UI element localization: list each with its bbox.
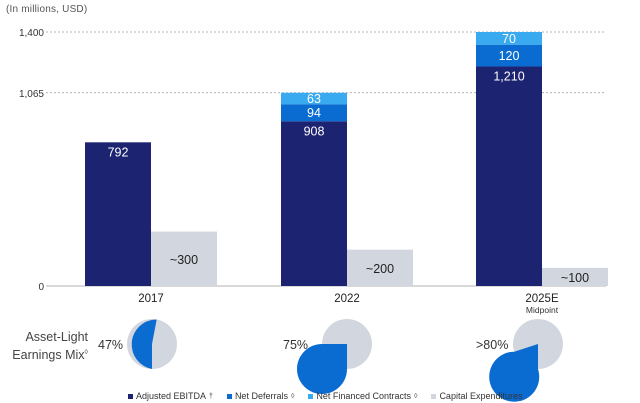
bar-value-label: 792 — [108, 145, 129, 159]
bar-adjusted-ebitda — [85, 142, 151, 286]
capex-value-label: ~100 — [561, 271, 589, 285]
bar-capital-expenditures — [347, 249, 413, 286]
bar-value-label: 120 — [499, 49, 520, 63]
x-category-label: 2017 — [138, 293, 164, 305]
pie-slice-asset-light — [131, 319, 157, 369]
legend-swatch — [308, 393, 314, 399]
legend-swatch — [226, 393, 232, 399]
earnings-mix-label-suffix: ◊ — [84, 349, 88, 356]
capex-value-label: ~300 — [170, 253, 198, 267]
pie-percent-label: 75% — [283, 338, 308, 352]
bar-capital-expenditures — [151, 231, 217, 286]
bar-adjusted-ebitda — [476, 66, 542, 286]
y-tick-label: 1,400 — [19, 28, 44, 39]
pie-slice-asset-light — [297, 344, 347, 394]
bar-net-financed-contracts — [281, 92, 347, 105]
pie-percent-label: >80% — [476, 338, 508, 352]
bar-value-label: 94 — [307, 106, 321, 120]
x-category-sublabel: Midpoint — [526, 305, 559, 315]
y-tick-label: 1,065 — [19, 89, 44, 100]
x-category-label: 2022 — [334, 293, 360, 305]
x-category-label: 2025E — [525, 293, 559, 305]
legend-label: Net Financed Contracts — [316, 391, 411, 401]
bar-value-label: 908 — [304, 124, 325, 138]
y-tick-label: 0 — [38, 282, 44, 293]
earnings-mix-label: Asset-Light Earnings Mix◊ — [8, 330, 88, 363]
legend-suffix: ◊ — [413, 392, 418, 400]
earnings-mix-label-line1: Asset-Light — [25, 330, 88, 344]
earnings-mix-label-line2: Earnings Mix — [12, 348, 85, 363]
pie-percent-label: 47% — [98, 338, 123, 352]
legend: Adjusted EBITDA † Net Deferrals ◊ Net Fina… — [128, 391, 523, 401]
capex-value-label: ~200 — [366, 262, 394, 276]
legend-suffix: ◊ — [290, 392, 295, 400]
pie-slice-asset-light — [489, 344, 540, 402]
bar-capital-expenditures — [542, 267, 608, 286]
bar-value-label: 63 — [307, 92, 321, 106]
bar-net-financed-contracts — [476, 32, 542, 45]
legend-item-net-financed-contracts: Net Financed Contracts ◊ — [308, 391, 417, 401]
legend-item-net-deferrals: Net Deferrals ◊ — [226, 391, 295, 401]
unit-label: (In millions, USD) — [6, 4, 88, 15]
legend-swatch — [431, 393, 437, 399]
legend-item-adjusted-ebitda: Adjusted EBITDA † — [128, 391, 213, 401]
legend-label: Capital Expenditures — [439, 391, 523, 401]
bar-net-deferrals — [281, 104, 347, 122]
bar-value-label: 70 — [502, 32, 516, 46]
legend-suffix: † — [209, 392, 213, 400]
bar-adjusted-ebitda — [281, 121, 347, 287]
legend-item-capital-expenditures: Capital Expenditures — [431, 391, 523, 401]
legend-label: Net Deferrals — [234, 391, 288, 401]
legend-label: Adjusted EBITDA — [136, 391, 207, 401]
bar-net-deferrals — [476, 44, 542, 67]
legend-swatch — [128, 393, 133, 399]
bar-value-label: 1,210 — [493, 69, 524, 83]
